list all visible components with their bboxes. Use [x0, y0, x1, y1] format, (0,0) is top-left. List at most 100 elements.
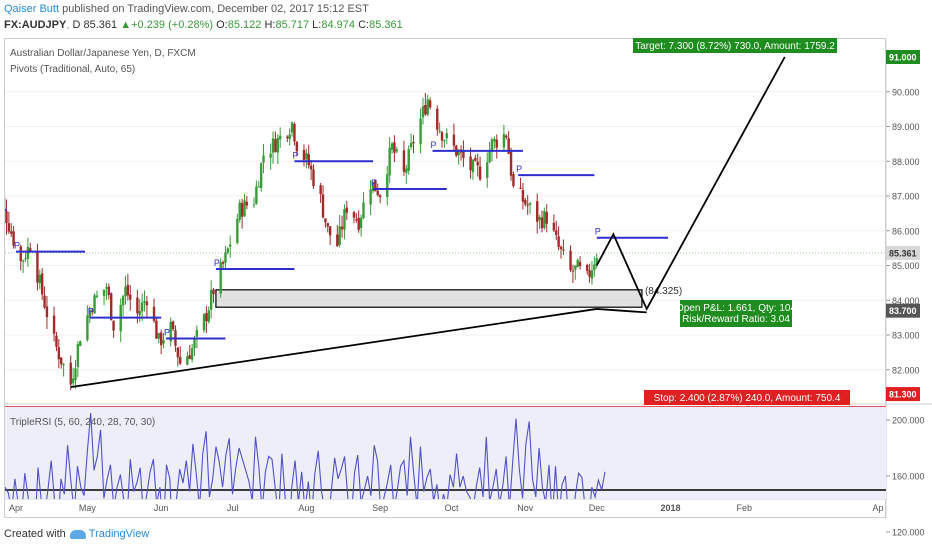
candle-body	[193, 338, 196, 349]
candle-body	[462, 151, 465, 159]
candle-body	[76, 344, 80, 367]
candle-body	[590, 270, 594, 279]
pivot-marker: P	[371, 178, 377, 188]
footer: Created with TradingView	[4, 528, 149, 540]
time-tick-label: Jun	[154, 503, 169, 513]
price-tick-label: 82.000	[892, 365, 920, 375]
candle-body	[424, 104, 427, 115]
candle-body	[593, 264, 596, 271]
chart-title: Australian Dollar/Japanese Yen, D, FXCM	[10, 48, 196, 59]
price-tick-label: 88.000	[892, 157, 920, 167]
candle-body	[312, 169, 315, 187]
candle-body	[10, 231, 13, 234]
candle-body	[136, 297, 139, 314]
candle-body	[359, 217, 363, 228]
candle-body	[224, 252, 227, 263]
pivot-marker: P	[214, 258, 220, 268]
candle-body	[476, 161, 479, 166]
last-price: 85.361	[83, 19, 118, 31]
candle-body	[126, 284, 130, 296]
pnl-label-box	[680, 300, 792, 327]
candle-body	[55, 335, 58, 347]
support-rectangle[interactable]	[215, 289, 643, 308]
price-change: +0.239 (+0.28%)	[131, 19, 214, 31]
candle-body	[40, 273, 44, 295]
candle-body	[190, 348, 194, 360]
candle-body	[505, 135, 508, 138]
symbol[interactable]: FX:AUDJPY	[4, 19, 67, 31]
time-tick-label: Apr	[9, 503, 23, 513]
target-price-tag	[886, 50, 920, 64]
candle-body	[474, 157, 477, 161]
candle-body	[262, 155, 265, 163]
candle-body	[157, 333, 160, 339]
time-tick-label: Sep	[372, 503, 388, 513]
up-arrow-icon: ▲	[120, 19, 132, 31]
candle-body	[576, 259, 579, 268]
candle-body	[60, 357, 63, 365]
candle-body	[88, 310, 91, 318]
candle-body	[45, 306, 49, 318]
candle-body	[371, 181, 375, 192]
candle-body	[286, 136, 289, 139]
candle-body	[259, 163, 263, 189]
candle-body	[324, 218, 327, 223]
candle-body	[5, 197, 6, 210]
candle-body	[421, 106, 425, 118]
candle-body	[93, 295, 96, 314]
indicator-title: Pivots (Traditional, Auto, 65)	[10, 64, 135, 75]
candle-body	[395, 149, 398, 152]
candle-body	[236, 218, 239, 244]
candle-body	[571, 270, 575, 272]
time-tick-label: Dec	[589, 503, 606, 513]
candle-body	[57, 347, 61, 360]
candle-body	[390, 143, 394, 150]
candle-body	[202, 314, 206, 331]
candle-body	[545, 211, 548, 224]
pivot-marker: P	[516, 164, 522, 174]
high-value: 85.717	[275, 19, 310, 31]
target-label-box	[633, 38, 837, 53]
candle-body	[278, 135, 282, 140]
candle-body	[569, 250, 572, 271]
tradingview-link[interactable]: TradingView	[88, 528, 150, 540]
candle-body	[409, 142, 413, 148]
tradingview-logo-icon	[69, 529, 86, 539]
candle-body	[586, 264, 589, 271]
candle-body	[305, 153, 308, 160]
candle-body	[188, 355, 191, 359]
candle-body	[512, 174, 515, 187]
trendline[interactable]	[70, 308, 597, 389]
last-price-text: 85.361	[889, 248, 917, 258]
support-label: (84.325)	[645, 286, 682, 297]
pnl-label-text: Risk/Reward Ratio: 3.04	[682, 314, 790, 325]
candle-body	[574, 265, 577, 270]
candle-body	[471, 159, 475, 173]
candle-body	[43, 295, 46, 308]
price-tick-label: 83.000	[892, 331, 920, 341]
candle-body	[52, 315, 56, 334]
candle-body	[521, 189, 525, 202]
candle-body	[555, 230, 558, 236]
candle-body	[179, 357, 182, 364]
candle-body	[138, 310, 141, 316]
close-value: 85.361	[369, 19, 403, 31]
candle-body	[509, 152, 513, 176]
time-tick-label: Nov	[517, 503, 534, 513]
author-link[interactable]: Qaiser Butt	[4, 3, 60, 15]
candle-body	[412, 141, 415, 144]
publisher-line: Qaiser Butt published on TradingView.com…	[4, 3, 369, 15]
candle-body	[288, 134, 291, 140]
candle-body	[29, 248, 32, 252]
candle-body	[112, 320, 115, 331]
candle-body	[386, 174, 389, 197]
candle-body	[374, 179, 377, 192]
candle-body	[302, 149, 306, 160]
high-label: H:	[264, 19, 276, 31]
candle-body	[124, 286, 127, 297]
candle-body	[502, 134, 506, 148]
trendline-extension	[596, 308, 647, 314]
projection-path[interactable]	[595, 56, 786, 311]
candle-body	[79, 341, 82, 347]
